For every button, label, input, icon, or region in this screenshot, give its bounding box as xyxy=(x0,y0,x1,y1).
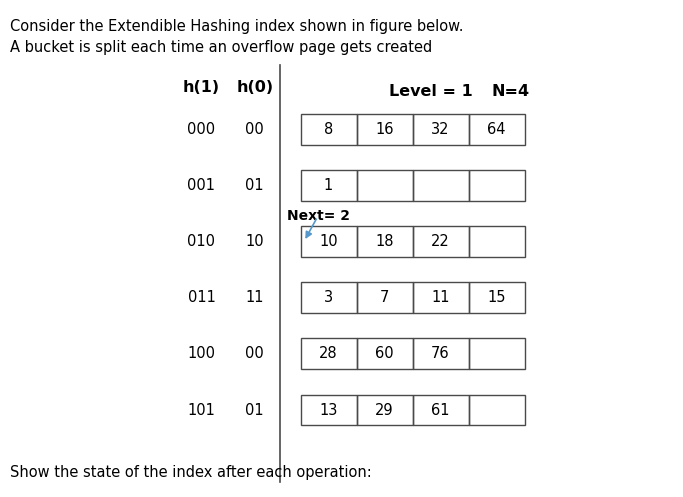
Text: 01: 01 xyxy=(245,403,264,417)
Text: 10: 10 xyxy=(245,234,264,249)
Text: 101: 101 xyxy=(188,403,215,417)
Text: 64: 64 xyxy=(487,122,506,137)
Text: 7: 7 xyxy=(380,290,389,305)
Text: Next= 2: Next= 2 xyxy=(287,209,350,223)
Text: h(0): h(0) xyxy=(236,80,273,94)
Text: Show the state of the index after each operation:: Show the state of the index after each o… xyxy=(10,465,372,480)
Text: 16: 16 xyxy=(375,122,394,137)
Text: 60: 60 xyxy=(375,346,394,361)
Text: 000: 000 xyxy=(187,122,216,137)
Text: 10: 10 xyxy=(319,234,338,249)
Text: 28: 28 xyxy=(319,346,338,361)
Text: 13: 13 xyxy=(320,403,337,417)
Text: 15: 15 xyxy=(487,290,506,305)
Text: 29: 29 xyxy=(375,403,394,417)
Text: 00: 00 xyxy=(245,346,264,361)
Text: 11: 11 xyxy=(245,290,264,305)
Text: 1: 1 xyxy=(324,178,333,193)
Text: Level = 1: Level = 1 xyxy=(389,84,473,99)
Text: 01: 01 xyxy=(245,178,264,193)
Text: 11: 11 xyxy=(431,290,450,305)
Text: A bucket is split each time an overflow page gets created: A bucket is split each time an overflow … xyxy=(10,40,432,55)
Text: 011: 011 xyxy=(188,290,215,305)
Text: 010: 010 xyxy=(188,234,215,249)
Text: 32: 32 xyxy=(431,122,450,137)
Text: 001: 001 xyxy=(188,178,215,193)
Text: 00: 00 xyxy=(245,122,264,137)
Text: 18: 18 xyxy=(375,234,394,249)
Text: Consider the Extendible Hashing index shown in figure below.: Consider the Extendible Hashing index sh… xyxy=(10,19,464,34)
Text: 8: 8 xyxy=(324,122,333,137)
Text: h(1): h(1) xyxy=(183,80,220,94)
Text: 3: 3 xyxy=(324,290,333,305)
Text: 76: 76 xyxy=(431,346,450,361)
Text: 100: 100 xyxy=(188,346,215,361)
Text: N=4: N=4 xyxy=(492,84,530,99)
Text: 61: 61 xyxy=(431,403,450,417)
Text: 22: 22 xyxy=(431,234,450,249)
